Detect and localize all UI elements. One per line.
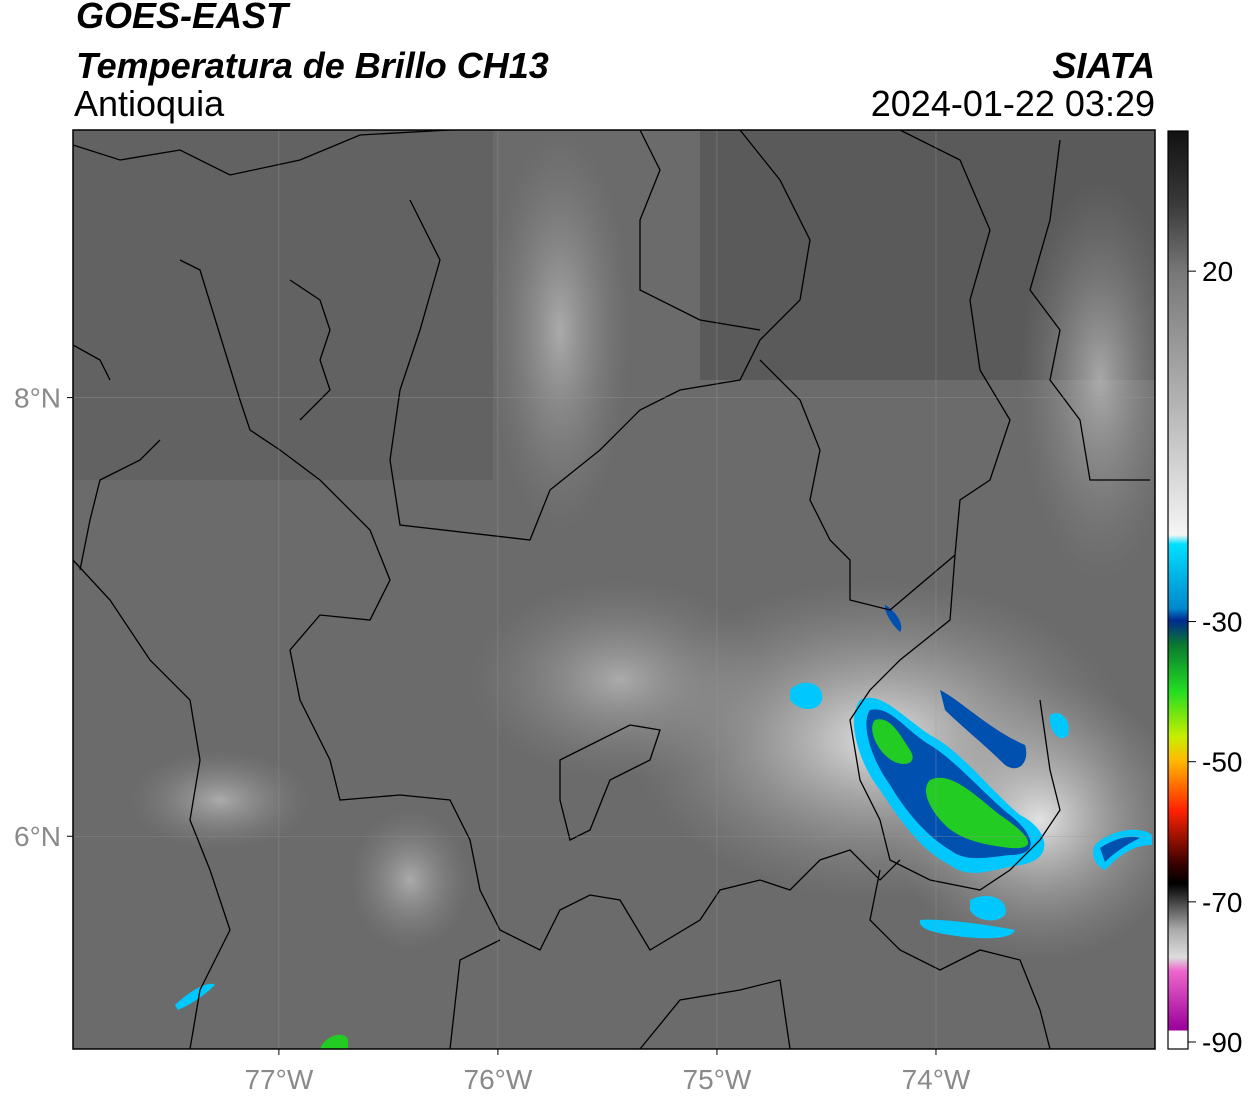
map-frame: [72, 129, 1156, 1050]
source-label: SIATA: [1052, 45, 1155, 86]
region-label: Antioquia: [74, 83, 225, 124]
lon-tick-label: 77°W: [244, 1064, 313, 1095]
colorbar-tick-label: 20: [1202, 256, 1233, 287]
satellite-title: GOES-EAST: [76, 0, 291, 36]
colorbar-tick-label: -70: [1202, 887, 1242, 918]
colorbar-tick-label: -50: [1202, 747, 1242, 778]
lon-tick-label: 74°W: [902, 1064, 971, 1095]
colorbar-tick-label: -30: [1202, 607, 1242, 638]
lat-tick-label: 8°N: [14, 383, 61, 414]
datetime-label: 2024-01-22 03:29: [871, 83, 1155, 124]
product-title: Temperatura de Brillo CH13: [76, 45, 549, 86]
lon-tick-label: 76°W: [464, 1064, 533, 1095]
map-image: [73, 130, 1155, 1049]
lat-tick-label: 6°N: [14, 821, 61, 852]
colorbar: [1167, 130, 1189, 1050]
lon-tick-label: 75°W: [683, 1064, 752, 1095]
colorbar-tick-label: -90: [1202, 1027, 1242, 1058]
